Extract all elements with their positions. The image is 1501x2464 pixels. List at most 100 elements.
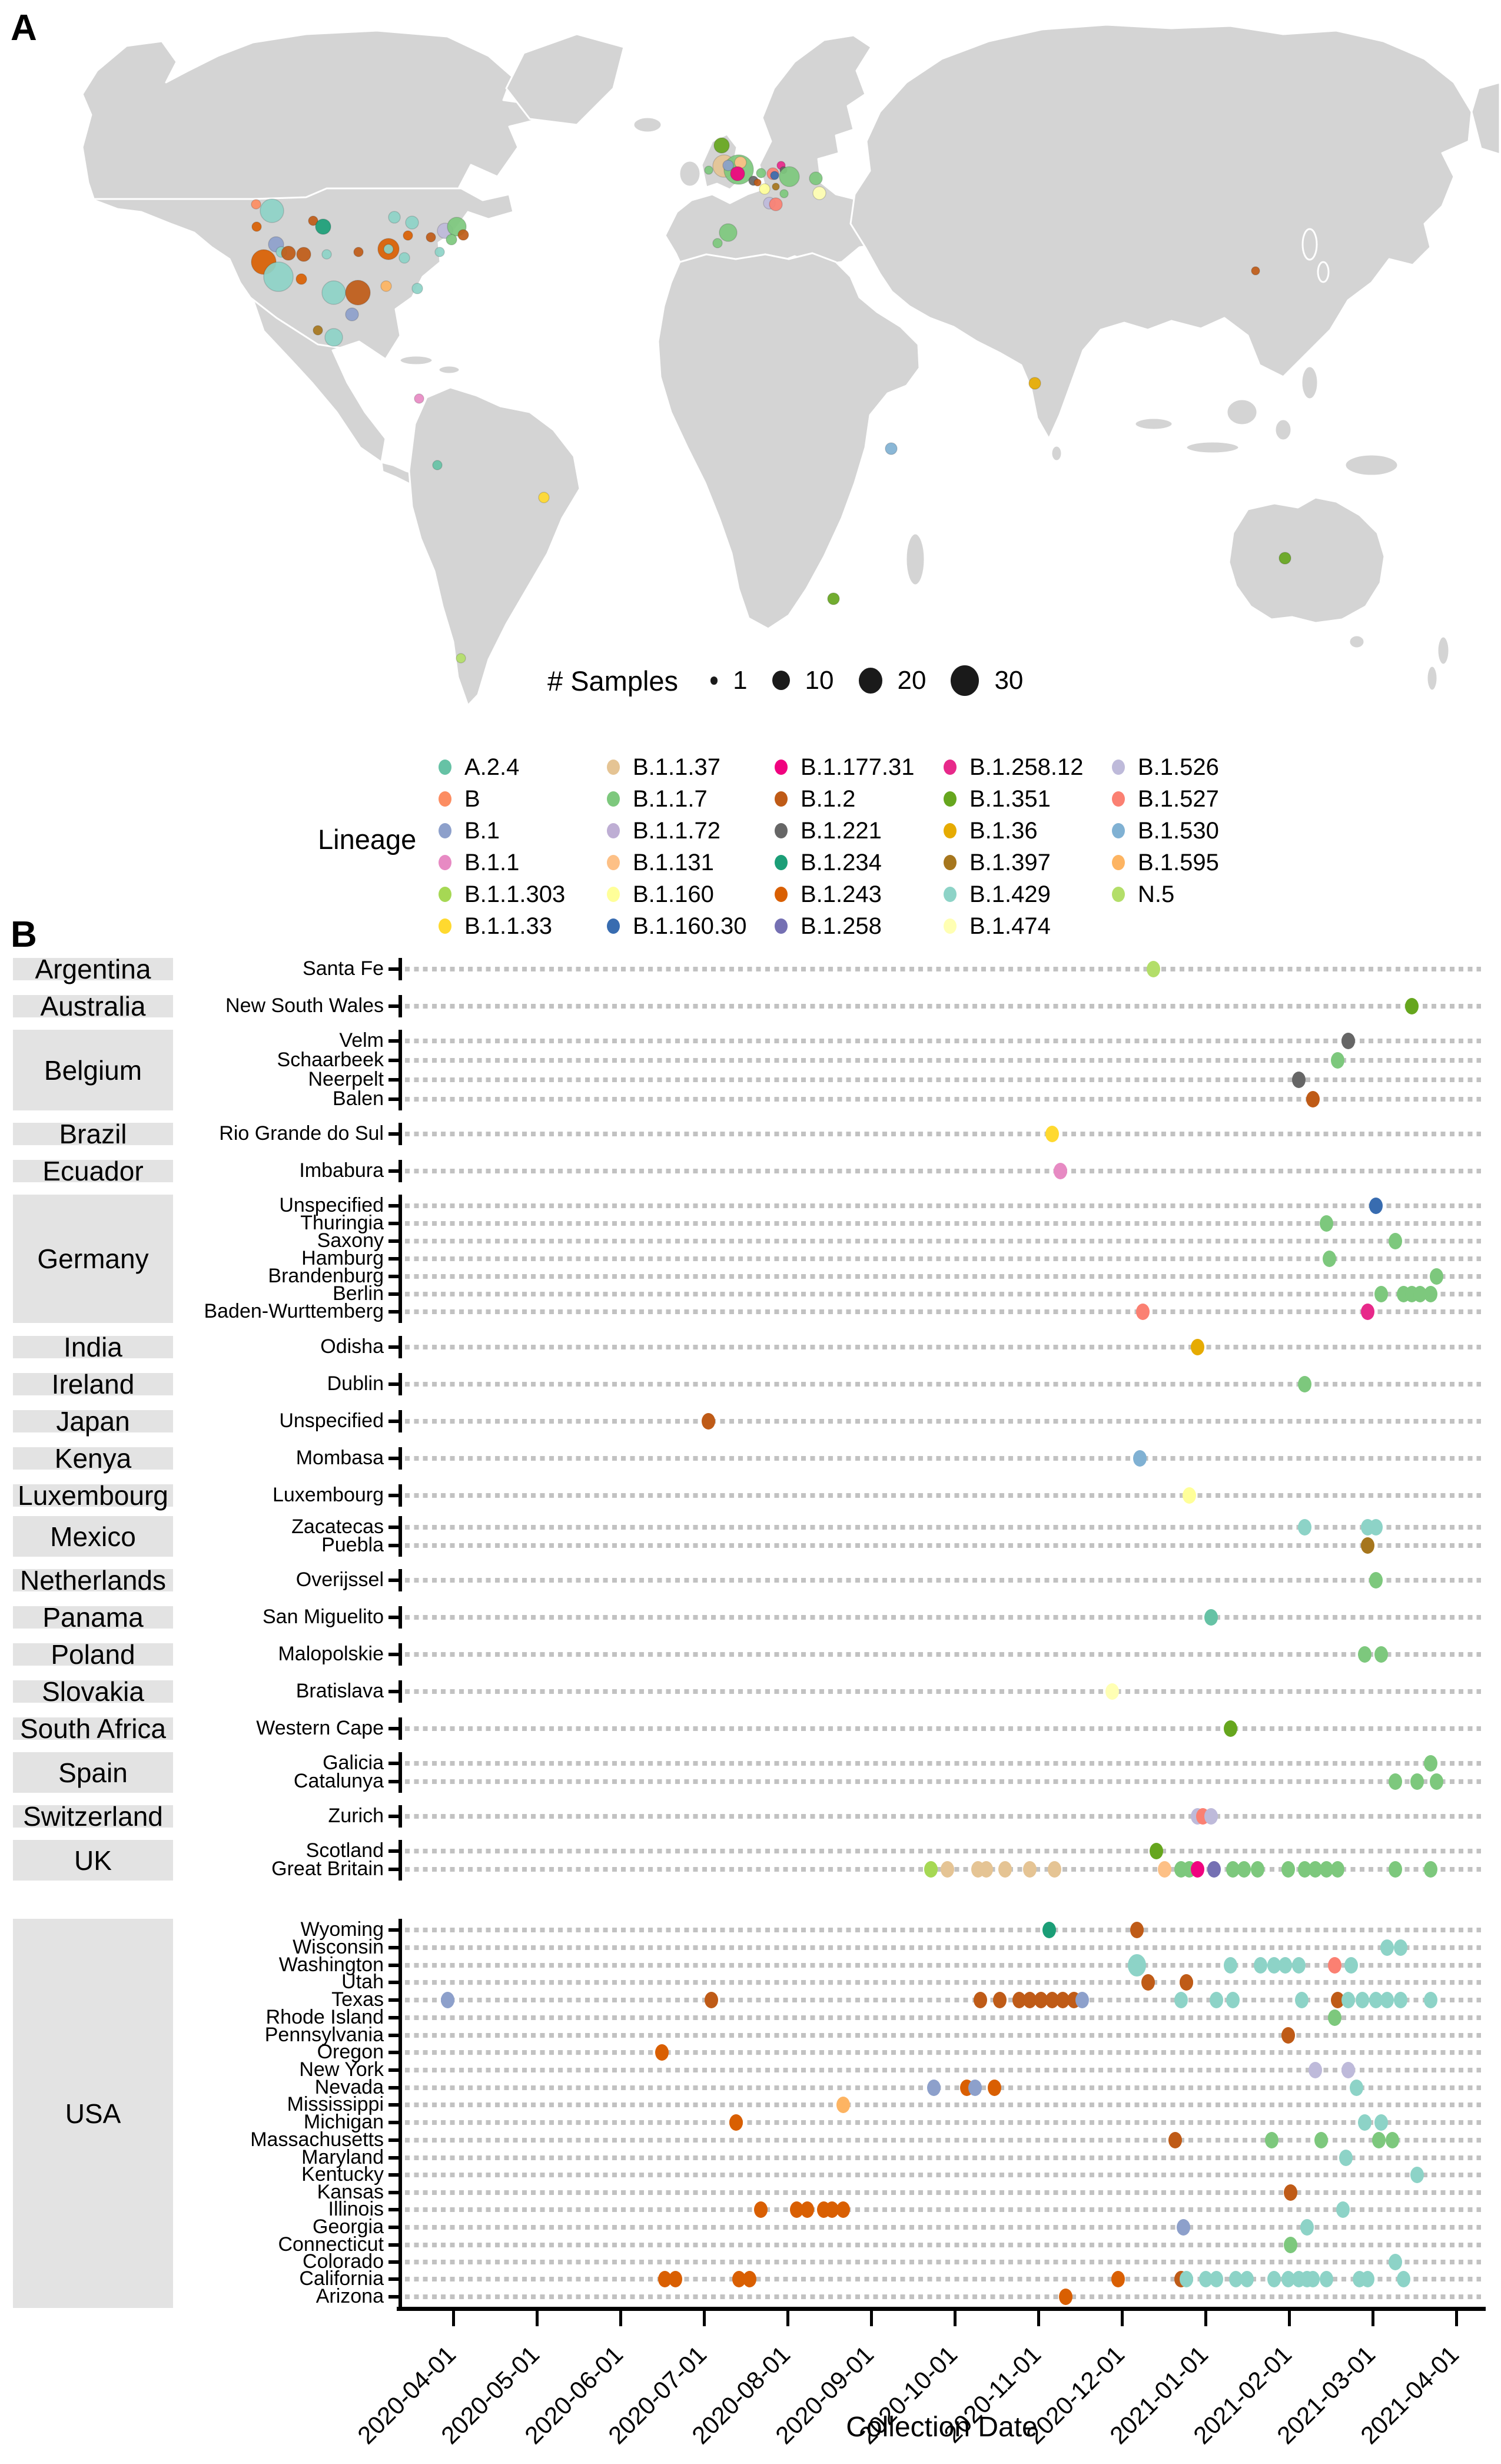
continent-north-america <box>81 29 534 463</box>
timeline-sample-dot <box>1344 1957 1359 1974</box>
lineage-legend-title: Lineage <box>318 824 417 855</box>
row-guide-dotted-line <box>405 2225 1481 2230</box>
legend-item: B.1.530 <box>1112 817 1219 844</box>
continent-africa <box>657 252 921 630</box>
size-legend-value: 30 <box>994 665 1024 695</box>
country-facet-label: Argentina <box>13 954 173 984</box>
timeline-sample-dot <box>1223 1720 1237 1737</box>
timeline-sample-dot <box>1053 1163 1067 1179</box>
border-us-mexico <box>240 288 386 362</box>
legend-lineage-label: B.1.527 <box>1138 785 1219 812</box>
row-guide-dotted-line <box>405 1761 1481 1766</box>
legend-lineage-label: B.1.221 <box>801 817 882 844</box>
map-sample-dot <box>434 247 445 257</box>
size-legend-value: 10 <box>805 665 834 695</box>
timeline-sample-dot <box>1424 1992 1438 2008</box>
timeline-sample-dot <box>1284 2237 1298 2253</box>
island-japan-honshu <box>1301 228 1318 261</box>
y-tick <box>388 2191 399 2194</box>
country-facet-label: Ireland <box>13 1369 173 1400</box>
region-label: Maryland <box>301 2146 384 2168</box>
timeline-sample-dot <box>657 2271 672 2287</box>
country-facet-label: Mexico <box>13 1516 173 1557</box>
legend-item: B.1.429 <box>944 881 1051 908</box>
island-new-guinea <box>1344 453 1399 477</box>
legend-color-dot <box>439 760 451 775</box>
y-tick <box>388 1292 399 1296</box>
legend-lineage-label: A.2.4 <box>464 754 520 780</box>
timeline-sample-dot <box>1297 1519 1311 1536</box>
island-borneo <box>1226 398 1258 426</box>
map-sample-dot <box>446 234 457 246</box>
timeline-sample-dot <box>1328 1957 1342 1974</box>
region-label: New York <box>299 2058 384 2081</box>
region-label: Scotland <box>305 1839 384 1862</box>
panel-b-label: B <box>11 914 37 955</box>
row-guide-dotted-line <box>405 1169 1481 1173</box>
timeline-sample-dot <box>1369 1572 1383 1588</box>
y-tick <box>388 1382 399 1386</box>
y-tick <box>388 1690 399 1693</box>
border-us-canada <box>94 187 471 200</box>
facet-y-axis <box>399 1569 402 1591</box>
row-guide-dotted-line <box>405 1689 1481 1694</box>
map-sample-dot <box>809 171 823 185</box>
legend-color-dot <box>944 918 957 934</box>
timeline-sample-dot <box>1223 1957 1237 1974</box>
map-sample-dot <box>251 221 262 232</box>
legend-color-dot <box>775 887 788 902</box>
country-facet-label: Australia <box>13 991 173 1022</box>
region-label: Balen <box>333 1087 384 1110</box>
map-sample-dot <box>295 273 307 285</box>
island-nz-north <box>1436 635 1450 666</box>
map-sample-dot <box>457 229 469 241</box>
timeline-sample-dot <box>1177 2219 1191 2236</box>
y-tick <box>388 1204 399 1208</box>
map-sample-dot <box>885 442 898 455</box>
y-tick <box>388 1310 399 1314</box>
map-sample-dot <box>538 492 550 503</box>
row-guide-dotted-line <box>405 2085 1481 2090</box>
map-sample-dot <box>345 307 359 321</box>
timeline-sample-dot <box>1374 2114 1389 2131</box>
y-tick <box>388 1815 399 1818</box>
facet-y-axis <box>399 1516 402 1557</box>
legend-item: B.1.1.7 <box>607 785 708 813</box>
map-sample-dot <box>812 186 826 200</box>
legend-lineage-label: B.1.526 <box>1138 754 1219 780</box>
row-guide-dotted-line <box>405 1132 1481 1136</box>
island-hispaniola <box>437 364 461 375</box>
timeline-sample-dot <box>1012 1992 1026 2008</box>
map-sample-dot <box>456 653 466 664</box>
legend-lineage-label: B.1.258.12 <box>969 754 1084 780</box>
row-guide-dotted-line <box>405 1256 1481 1261</box>
y-tick <box>388 1762 399 1765</box>
timeline-sample-dot <box>1281 1861 1295 1878</box>
timeline-sample-dot <box>1388 1233 1402 1249</box>
continent-south-america <box>408 386 581 707</box>
timeline-sample-dot <box>1309 2062 1323 2078</box>
row-guide-dotted-line <box>405 1726 1481 1731</box>
map-sample-dot <box>403 230 413 241</box>
timeline-sample-dot <box>1350 2080 1364 2096</box>
legend-color-dot <box>607 823 620 838</box>
island-ireland <box>678 160 702 188</box>
row-guide-dotted-line <box>405 1004 1481 1009</box>
timeline-sample-dot <box>655 2044 669 2061</box>
row-guide-dotted-line <box>405 1980 1481 1985</box>
map-sample-dot <box>1028 377 1041 390</box>
row-guide-dotted-line <box>405 2155 1481 2160</box>
map-sample-dot <box>730 166 745 181</box>
legend-color-dot <box>439 918 451 934</box>
country-facet-label: Luxembourg <box>13 1480 173 1511</box>
legend-lineage-label: B.1.429 <box>969 881 1051 907</box>
timeline-sample-dot <box>732 2271 746 2287</box>
timeline-sample-dot <box>1410 1773 1424 1790</box>
map-sample-dot <box>704 165 713 175</box>
row-guide-dotted-line <box>405 1963 1481 1968</box>
region-label: Great Britain <box>271 1858 384 1880</box>
continent-greenland <box>505 33 625 126</box>
timeline-sample-dot <box>1204 1808 1218 1825</box>
timeline-sample-dot <box>801 2201 815 2218</box>
region-label: Odisha <box>320 1335 384 1358</box>
